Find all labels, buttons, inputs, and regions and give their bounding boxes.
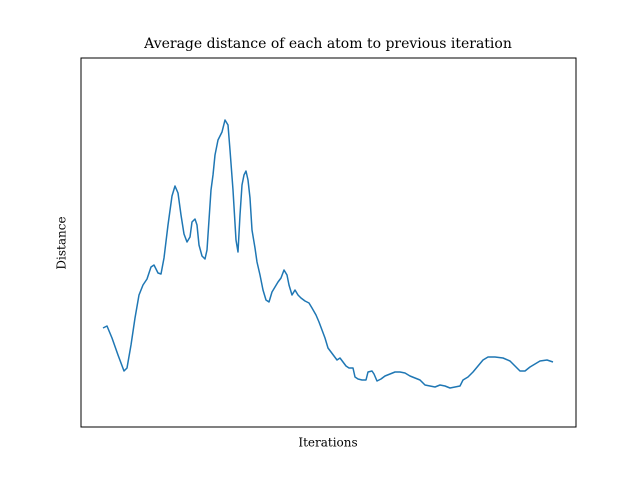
plot-frame: [80, 57, 577, 428]
x-axis-label: Iterations: [298, 436, 357, 450]
chart-title: Average distance of each atom to previou…: [143, 36, 512, 52]
y-axis-label: Distance: [55, 216, 69, 269]
data-line: [102, 119, 554, 389]
plot-area: [102, 119, 554, 389]
